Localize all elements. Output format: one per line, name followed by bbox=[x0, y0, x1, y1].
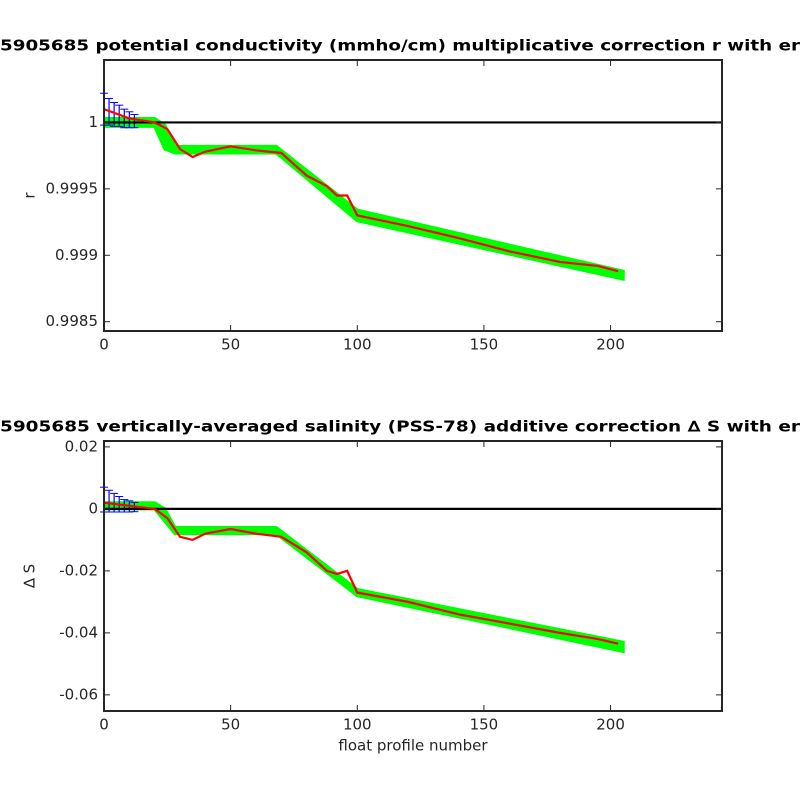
x-tick-label: 0 bbox=[99, 716, 109, 734]
chart-title: 5905685 potential conductivity (mmho/cm)… bbox=[0, 37, 800, 55]
x-tick-label: 50 bbox=[221, 336, 240, 354]
error-band bbox=[104, 501, 625, 654]
axes-box bbox=[103, 59, 723, 332]
x-tick-label: 100 bbox=[343, 336, 372, 354]
y-tick-label: 0.9985 bbox=[46, 312, 99, 330]
y-tick-label: 0.02 bbox=[65, 437, 98, 455]
axes-box bbox=[103, 440, 723, 712]
chart-title: 5905685 vertically-averaged salinity (PS… bbox=[0, 418, 800, 436]
x-tick-label: 50 bbox=[221, 716, 240, 734]
data-line bbox=[103, 108, 619, 273]
y-tick-label: -0.04 bbox=[59, 623, 98, 641]
error-band bbox=[104, 116, 625, 282]
y-axis-label: ∆ S bbox=[21, 564, 39, 589]
y-axis-label: r bbox=[21, 192, 39, 199]
x-tick-label: 0 bbox=[99, 336, 109, 354]
x-axis-label: float profile number bbox=[338, 737, 488, 755]
x-tick-label: 150 bbox=[470, 336, 499, 354]
data-line bbox=[103, 501, 619, 645]
y-tick-label: -0.06 bbox=[59, 685, 98, 703]
y-tick-label: 1 bbox=[88, 113, 98, 131]
x-tick-label: 200 bbox=[596, 716, 625, 734]
x-tick-label: 200 bbox=[596, 336, 625, 354]
x-tick-label: 100 bbox=[343, 716, 372, 734]
y-tick-label: -0.02 bbox=[59, 561, 98, 579]
y-tick-label: 0 bbox=[88, 499, 98, 517]
y-tick-label: 0.9995 bbox=[46, 179, 99, 197]
y-tick-label: 0.999 bbox=[55, 246, 98, 264]
x-tick-label: 150 bbox=[470, 716, 499, 734]
